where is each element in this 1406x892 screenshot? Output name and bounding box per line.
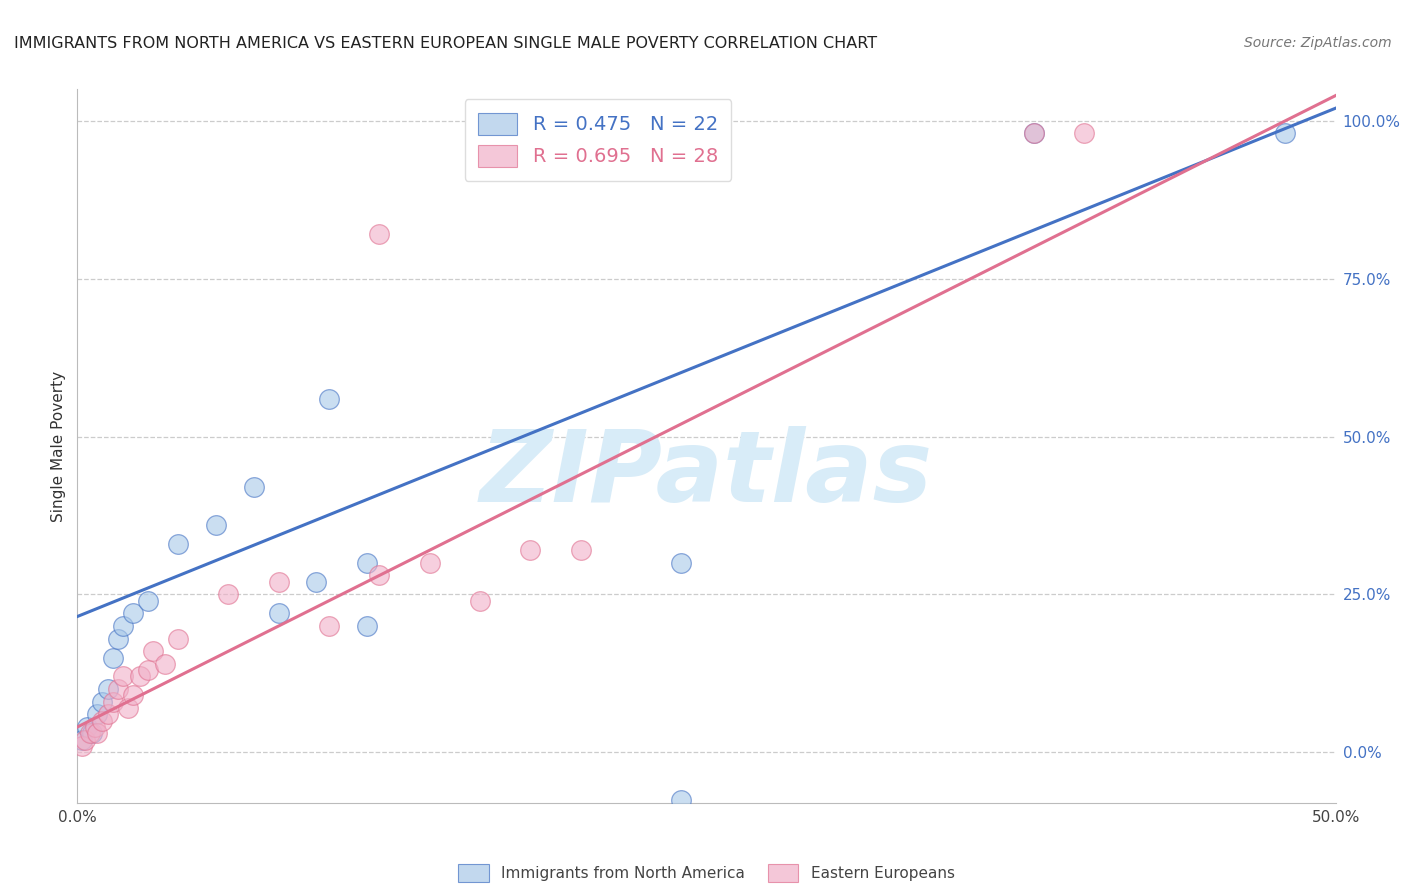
Point [91, 695, 114, 709]
Point [91, 714, 114, 728]
Point [671, 556, 693, 570]
Point [142, 644, 165, 658]
Point [267, 574, 290, 589]
Point [72, 739, 94, 753]
Point [318, 392, 340, 406]
Text: IMMIGRANTS FROM NORTH AMERICA VS EASTERN EUROPEAN SINGLE MALE POVERTY CORRELATIO: IMMIGRANTS FROM NORTH AMERICA VS EASTERN… [14, 36, 877, 51]
Point [84, 720, 107, 734]
Point [1022, 127, 1045, 141]
Point [356, 619, 378, 633]
Point [468, 593, 491, 607]
Point [1274, 127, 1296, 141]
Point [136, 593, 159, 607]
Point [111, 619, 134, 633]
Point [86, 707, 108, 722]
Point [117, 701, 139, 715]
Point [96, 707, 118, 722]
Point [519, 543, 541, 558]
Point [76, 720, 98, 734]
Point [318, 619, 340, 633]
Point [242, 480, 264, 494]
Point [419, 556, 441, 570]
Point [267, 607, 290, 621]
Point [121, 607, 143, 621]
Point [204, 517, 226, 532]
Point [569, 543, 592, 558]
Point [167, 632, 190, 646]
Point [82, 726, 104, 740]
Point [86, 726, 108, 740]
Point [167, 537, 190, 551]
Point [368, 568, 391, 582]
Point [368, 227, 391, 242]
Point [356, 556, 378, 570]
Point [107, 682, 129, 697]
Point [101, 695, 124, 709]
Legend: Immigrants from North America, Eastern Europeans: Immigrants from North America, Eastern E… [453, 858, 960, 888]
Point [72, 732, 94, 747]
Point [155, 657, 177, 671]
Point [121, 689, 143, 703]
Point [136, 663, 159, 677]
Y-axis label: Single Male Poverty: Single Male Poverty [51, 370, 66, 522]
Point [111, 669, 134, 683]
Point [1022, 127, 1045, 141]
Point [305, 574, 328, 589]
Point [1073, 127, 1095, 141]
Text: Source: ZipAtlas.com: Source: ZipAtlas.com [1244, 36, 1392, 50]
Point [129, 669, 152, 683]
Point [96, 682, 118, 697]
Point [73, 732, 96, 747]
Point [107, 632, 129, 646]
Point [101, 650, 124, 665]
Point [217, 587, 239, 601]
Text: ZIPatlas: ZIPatlas [479, 426, 934, 523]
Point [671, 792, 693, 806]
Point [79, 726, 101, 740]
